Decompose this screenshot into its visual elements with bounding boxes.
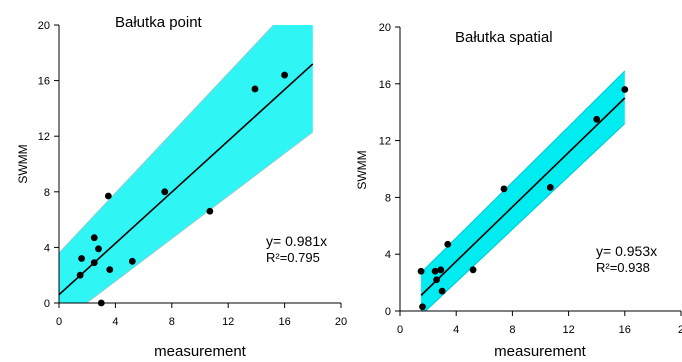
data-point [78, 255, 85, 262]
data-point [106, 266, 114, 274]
x-tick-label: 16 [619, 324, 631, 336]
x-tick-label: 4 [453, 324, 459, 336]
regression-line [420, 97, 626, 296]
x-axis-label: measurement [154, 343, 247, 360]
x-ticks: 0 4 8 12 16 2 [397, 311, 682, 336]
data-point [621, 86, 629, 93]
data-point [546, 184, 554, 191]
y-tick-label: 12 [38, 131, 50, 143]
data-point [251, 85, 259, 93]
data-point [128, 257, 136, 265]
confidence-band-lower-edge [85, 131, 314, 303]
chart-title: Bałutka point [115, 14, 203, 31]
chart-title: Bałutka spatial [455, 29, 553, 46]
y-tick-label: 16 [38, 76, 50, 88]
y-tick-label: 4 [44, 242, 50, 254]
data-point [206, 207, 214, 215]
chart-panel-left: 0 4 8 12 16 20 0 4 8 12 16 20 Bałutka point measur… [16, 14, 347, 360]
data-point [433, 276, 440, 284]
x-tick-label: 8 [509, 324, 515, 336]
data-point [431, 267, 439, 275]
confidence-band-lower-edge [424, 123, 626, 311]
data-point [104, 192, 112, 200]
y-tick-label: 20 [38, 20, 50, 32]
x-tick-label: 12 [562, 324, 574, 336]
regression-line [59, 63, 314, 296]
data-point [281, 71, 288, 79]
confidence-band [59, 25, 313, 303]
data-point [437, 266, 445, 274]
data-point [593, 115, 601, 123]
y-axis-label: SWMM [16, 144, 30, 183]
data-point [469, 266, 477, 274]
confidence-band [421, 71, 625, 311]
x-tick-label: 16 [278, 316, 290, 328]
y-tick-label: 0 [385, 306, 391, 318]
y-ticks: 0 4 8 12 16 20 [38, 20, 59, 310]
x-tick-label: 8 [169, 316, 175, 328]
y-tick-label: 8 [44, 187, 50, 199]
x-axis-label: measurement [494, 343, 587, 360]
x-tick-label: 12 [222, 316, 234, 328]
data-point [90, 234, 98, 242]
data-point [438, 287, 446, 295]
y-ticks: 0 4 8 12 16 20 [379, 22, 400, 318]
x-tick-label: 0 [56, 316, 62, 328]
data-point [500, 185, 508, 193]
scatter-points [417, 86, 629, 311]
r-squared: R²=0.938 [596, 260, 650, 275]
y-tick-label: 12 [379, 136, 391, 148]
y-tick-label: 0 [44, 298, 50, 310]
y-tick-label: 16 [379, 79, 391, 91]
x-tick-label: 0 [397, 324, 403, 336]
regression-equation: y= 0.981x [266, 233, 327, 249]
x-ticks: 0 4 8 12 16 20 [56, 303, 347, 328]
data-point [95, 245, 102, 253]
data-point [417, 267, 425, 275]
data-point [419, 303, 426, 311]
r-squared: R²=0.795 [266, 250, 320, 265]
confidence-band-upper-edge [420, 70, 626, 274]
x-tick-label: 4 [112, 316, 118, 328]
scatter-points [76, 71, 288, 307]
regression-equation: y= 0.953x [596, 243, 657, 259]
data-point [444, 240, 452, 248]
y-tick-label: 20 [379, 22, 391, 34]
data-point [161, 188, 169, 196]
data-point [90, 259, 98, 267]
y-tick-label: 8 [385, 192, 391, 204]
y-tick-label: 4 [385, 249, 391, 261]
x-tick-label: 20 [335, 316, 347, 328]
confidence-band-upper-edge [59, 25, 275, 254]
data-point [76, 271, 84, 279]
y-axis-label: SWMM [355, 150, 369, 189]
x-tick-label: 2 [678, 324, 682, 336]
